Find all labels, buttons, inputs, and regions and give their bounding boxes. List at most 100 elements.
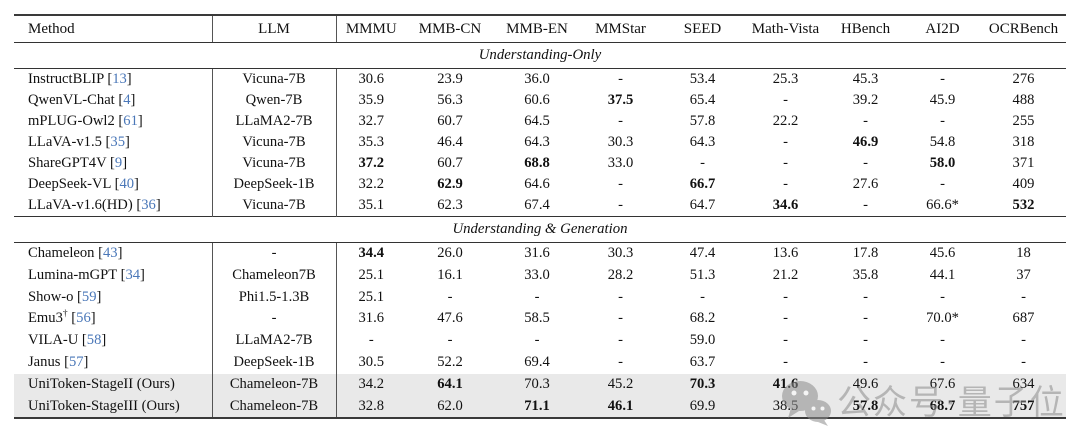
- value-cell-ocrbench: -: [1021, 288, 1026, 305]
- section-header-row-understanding-generation: Understanding & Generation: [14, 216, 1066, 243]
- value-cell-math-vista: 21.2: [772, 266, 799, 283]
- table-row-emu3: Emu3† [56] -31.6 47.6 58.5-68.2- -70.0* 687: [14, 308, 1066, 331]
- citation-link[interactable]: 4: [123, 92, 131, 108]
- citation-link[interactable]: 43: [102, 245, 118, 261]
- value-cell-math-vista: -: [783, 332, 788, 349]
- value-cell-mmmu: 37.2: [358, 155, 385, 171]
- method-name: Lumina-mGPT: [28, 266, 117, 283]
- value-cell-seed: 63.7: [689, 353, 716, 370]
- value-cell-mmmu: 34.4: [358, 245, 385, 261]
- benchmark-table: Method LLM MMMU MMB-CN MMB-EN MMStar SEED Math-…: [14, 14, 1066, 420]
- value-cell-mmstar: -: [618, 332, 623, 349]
- value-cell-mmstar: -: [618, 353, 623, 370]
- value-cell-mmb-en: 60.6: [524, 92, 550, 108]
- value-cell-math-vista: 25.3: [772, 71, 799, 87]
- value-cell-mmb-cn: 62.9: [437, 176, 463, 192]
- llm-cell: LLaMA2-7B: [212, 330, 337, 352]
- citation-link[interactable]: 58: [86, 332, 102, 349]
- value-cell-mmstar: 46.1: [607, 397, 634, 414]
- method-cell: Janus [57]: [14, 351, 213, 374]
- llm-cell: Vicuna-7B: [212, 68, 337, 90]
- table-row-instructblip: InstructBLIP [13] Vicuna-7B 30.6 23.9 36.0 - 5…: [14, 68, 1066, 90]
- llm-cell: -: [212, 308, 337, 331]
- method-name: mPLUG-Owl2: [28, 113, 115, 129]
- value-cell-ocrbench: 532: [1012, 197, 1035, 213]
- value-cell-mmstar: 33.0: [607, 155, 634, 171]
- citation-link[interactable]: 34: [125, 266, 141, 283]
- table-row-vila-u: VILA-U [58] LLaMA2-7B - - - - 59.0 - - - -: [14, 330, 1066, 352]
- method-cell: InstructBLIP [13]: [14, 68, 213, 90]
- value-cell-mmb-en: 71.1: [524, 397, 550, 414]
- section-header-row-understanding-only: Understanding-Only: [14, 42, 1066, 69]
- value-cell-seed: 57.8: [689, 113, 716, 129]
- value-cell-ocrbench: 276: [1012, 71, 1035, 87]
- value-cell-ai2d: 66.6*: [926, 197, 959, 213]
- value-cell-mmmu: 31.6: [358, 310, 385, 327]
- value-cell-mmb-cn: -: [447, 288, 453, 305]
- value-cell-mmstar: -: [618, 310, 623, 327]
- method-name: UniToken-StageIII (Ours): [28, 397, 180, 414]
- column-header-seed: SEED: [661, 15, 744, 43]
- value-cell-math-vista: 41.6: [772, 375, 799, 392]
- citation-link[interactable]: 40: [119, 176, 135, 192]
- method-cell: mPLUG-Owl2 [61]: [14, 111, 213, 132]
- value-cell-math-vista: 34.6: [772, 197, 799, 213]
- value-cell-math-vista: 38.5: [772, 397, 799, 414]
- value-cell-mmb-cn: 60.7: [437, 155, 463, 171]
- value-cell-mmmu: 25.1: [358, 288, 385, 305]
- header-row: Method LLM MMMU MMB-CN MMB-EN MMStar SEED Math-…: [14, 15, 1066, 43]
- column-header-method: Method: [14, 15, 213, 43]
- method-cell: Show-o [59]: [14, 286, 213, 309]
- citation-link[interactable]: 56: [76, 310, 91, 327]
- value-cell-ocrbench: 757: [1012, 397, 1035, 414]
- value-cell-seed: -: [700, 288, 705, 305]
- value-cell-mmmu: 30.6: [358, 71, 385, 87]
- column-header-ai2d: AI2D: [904, 15, 981, 43]
- value-cell-mmb-en: 67.4: [524, 197, 550, 213]
- table-row-sharegpt4v: ShareGPT4V [9] Vicuna-7B 37.2 60.7 68.8 33.0 -…: [14, 153, 1066, 174]
- value-cell-ai2d: 70.0*: [926, 310, 959, 327]
- citation-link[interactable]: 57: [68, 353, 84, 370]
- value-cell-ocrbench: 371: [1012, 155, 1035, 171]
- method-name: QwenVL-Chat: [28, 92, 115, 108]
- value-cell-mmmu: 35.9: [358, 92, 385, 108]
- citation-link[interactable]: 61: [123, 113, 138, 129]
- value-cell-ocrbench: 634: [1012, 375, 1035, 392]
- table-row-llava-v1-5: LLaVA-v1.5 [35] Vicuna-7B 35.3 46.4 64.3 30.3…: [14, 132, 1066, 153]
- value-cell-hbench: -: [863, 113, 868, 129]
- value-cell-ai2d: 45.6: [929, 245, 956, 261]
- value-cell-mmb-en: -: [534, 288, 540, 305]
- llm-cell: -: [212, 242, 337, 265]
- value-cell-ai2d: -: [940, 113, 945, 129]
- value-cell-ocrbench: 255: [1012, 113, 1035, 129]
- table-row-llava-v1-6-hd: LLaVA-v1.6(HD) [36] Vicuna-7B 35.1 62.3 67.4…: [14, 195, 1066, 217]
- value-cell-mmb-en: 64.3: [524, 134, 550, 150]
- value-cell-mmb-en: -: [534, 332, 540, 349]
- value-cell-math-vista: -: [783, 155, 788, 171]
- value-cell-seed: 59.0: [689, 332, 716, 349]
- table-body: Understanding-Only InstructBLIP [13] Vicun…: [14, 42, 1066, 419]
- method-name: LLaVA-v1.6(HD): [28, 197, 133, 213]
- citation-link[interactable]: 59: [81, 288, 97, 305]
- value-cell-ai2d: 58.0: [929, 155, 956, 171]
- value-cell-mmmu: 32.7: [358, 113, 385, 129]
- value-cell-ocrbench: 318: [1012, 134, 1035, 150]
- value-cell-ocrbench: -: [1021, 332, 1026, 349]
- table-row-qwenvl-chat: QwenVL-Chat [4] Qwen-7B 35.9 56.3 60.6 37.5 65…: [14, 90, 1066, 111]
- value-cell-mmmu: 35.1: [358, 197, 385, 213]
- value-cell-ocrbench: 687: [1012, 310, 1035, 327]
- value-cell-hbench: -: [863, 197, 868, 213]
- value-cell-hbench: -: [863, 155, 868, 171]
- value-cell-ai2d: 44.1: [929, 266, 956, 283]
- value-cell-mmb-cn: 52.2: [437, 353, 463, 370]
- citation-link[interactable]: 9: [114, 155, 123, 171]
- llm-cell: Chameleon7B: [212, 264, 337, 287]
- citation-link[interactable]: 35: [110, 134, 126, 150]
- citation-link[interactable]: 13: [112, 71, 127, 87]
- value-cell-ai2d: -: [940, 332, 945, 349]
- value-cell-hbench: -: [863, 353, 868, 370]
- value-cell-math-vista: 13.6: [772, 245, 799, 261]
- value-cell-mmstar: 28.2: [607, 266, 634, 283]
- citation-link[interactable]: 36: [141, 197, 156, 213]
- value-cell-seed: 47.4: [689, 245, 716, 261]
